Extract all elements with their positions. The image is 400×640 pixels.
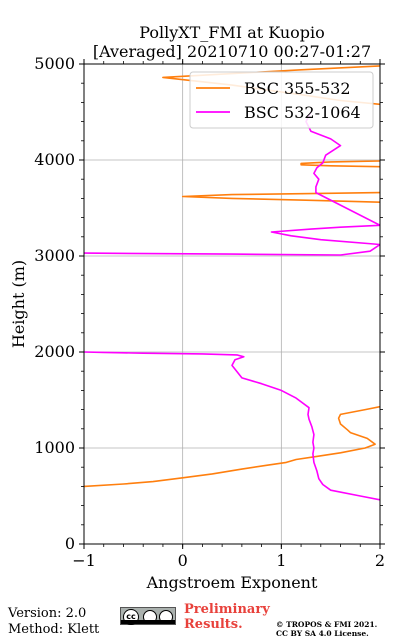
prelim-line-2: Results. <box>184 617 243 632</box>
series-line <box>84 351 380 501</box>
series-group <box>84 65 380 501</box>
copyright-line-2: CC BY SA 4.0 License. <box>276 629 369 638</box>
x-tick-label: 0 <box>178 551 188 570</box>
method-text: Method: Klett <box>8 622 100 637</box>
cc-license-badge: cc <box>120 607 176 625</box>
y-tick-label: 1000 <box>34 438 75 457</box>
series-line <box>181 191 380 203</box>
version-text: Version: 2.0 <box>8 606 87 621</box>
y-tick-label: 4000 <box>34 150 75 169</box>
badge-strip <box>121 620 175 624</box>
legend: BSC 355-532 BSC 532-1064 <box>189 71 374 129</box>
grid-lines <box>83 63 381 545</box>
series-line <box>84 405 380 488</box>
y-tick-label: 5000 <box>34 54 75 73</box>
legend-label: BSC 355-532 <box>244 79 351 98</box>
legend-box <box>189 71 374 129</box>
chart-title: PollyXT_FMI at Kuopio <box>139 23 325 42</box>
prelim-line-1: Preliminary <box>184 602 270 617</box>
series-line <box>84 111 380 256</box>
x-axis-label: Angstroem Exponent <box>146 573 318 592</box>
copyright-notice: © TROPOS & FMI 2021. CC BY SA 4.0 Licens… <box>276 620 377 638</box>
x-tick-label: 2 <box>375 551 385 570</box>
y-tick-label: 0 <box>65 534 75 553</box>
plot-area <box>84 65 380 501</box>
y-tick-label: 3000 <box>34 246 75 265</box>
plot-frame <box>83 63 381 545</box>
footer-info: Version: 2.0 Method: Klett <box>8 606 99 638</box>
y-tick-label: 2000 <box>34 342 75 361</box>
x-tick-label: −1 <box>72 551 96 570</box>
y-axis-label: Height (m) <box>9 260 28 348</box>
series-line <box>300 160 380 168</box>
chart: PollyXT_FMI at Kuopio [Averaged] 2021071… <box>9 23 385 592</box>
legend-label: BSC 532-1064 <box>244 103 361 122</box>
copyright-line-1: © TROPOS & FMI 2021. <box>276 620 378 629</box>
x-tick-label: 1 <box>276 551 286 570</box>
chart-subtitle: [Averaged] 20210710 00:27-01:27 <box>93 42 371 61</box>
preliminary-results-note: Preliminary Results. <box>184 602 270 632</box>
